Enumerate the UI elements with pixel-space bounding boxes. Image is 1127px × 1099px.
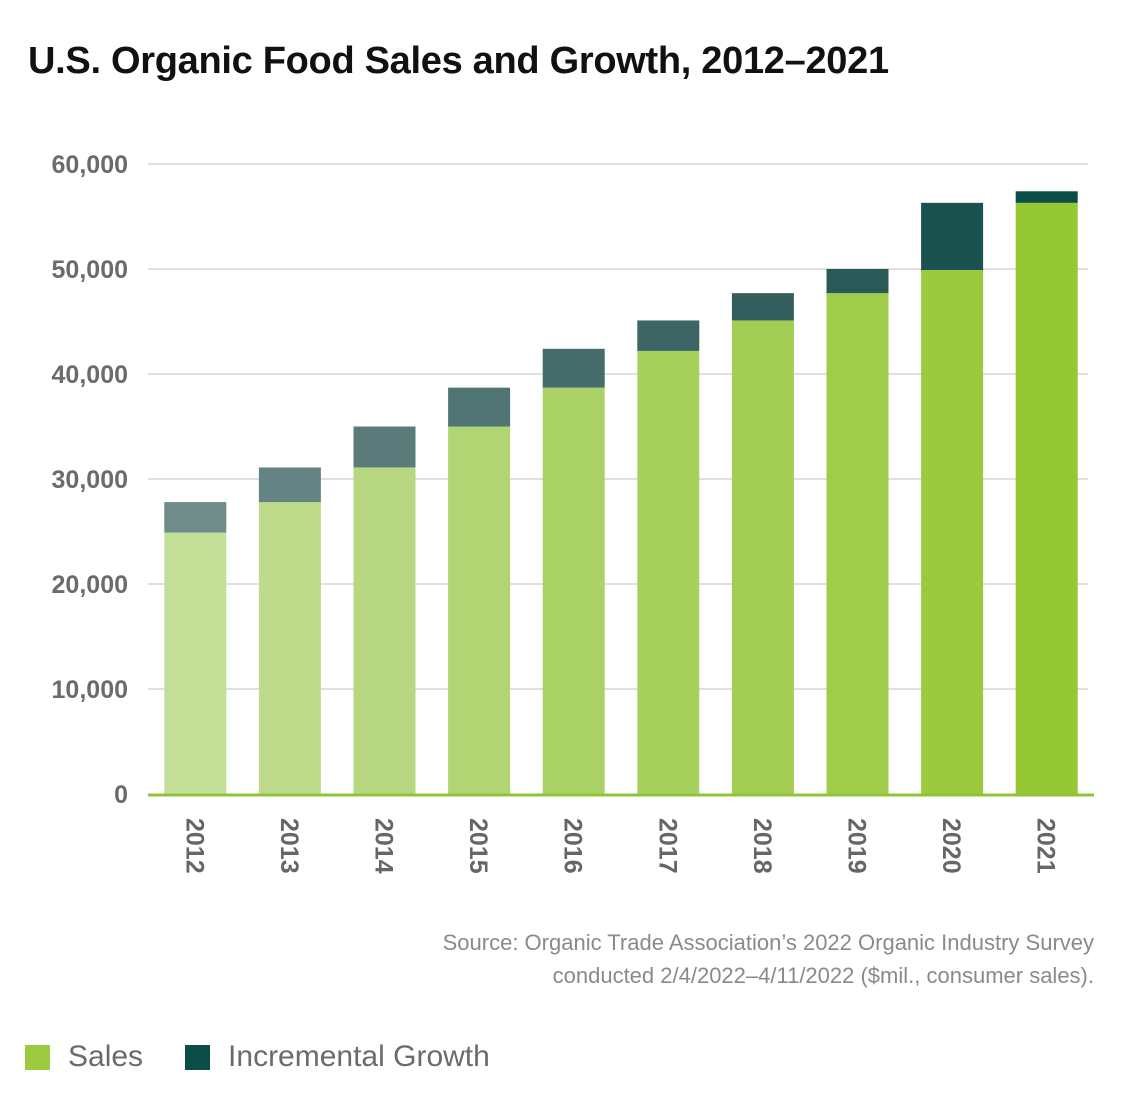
bar-sales-2017 xyxy=(637,350,700,794)
bars xyxy=(164,191,1078,795)
legend-label-sales: Sales xyxy=(68,1040,144,1073)
x-tick-label: 2019 xyxy=(843,818,871,874)
bar-sales-2015 xyxy=(448,426,511,794)
x-tick-label: 2012 xyxy=(180,818,208,874)
bar-sales-2016 xyxy=(542,387,605,794)
chart-title: U.S. Organic Food Sales and Growth, 2012… xyxy=(28,40,889,82)
x-tick-label: 2016 xyxy=(559,818,587,874)
bar-growth-2012 xyxy=(164,502,227,533)
bar-growth-2021 xyxy=(1015,191,1078,203)
y-tick-label: 10,000 xyxy=(52,676,128,704)
legend-item-sales: Sales xyxy=(25,1040,143,1074)
bar-sales-2014 xyxy=(353,467,416,794)
x-tick-label: 2015 xyxy=(464,818,492,874)
bar-growth-2020 xyxy=(921,202,984,271)
x-axis-ticks: 2012 2013 2014 2015 2016 2017 2018 2019 2020 2021 xyxy=(180,818,1059,874)
bar-sales-2018 xyxy=(731,320,794,794)
bar-sales-2019 xyxy=(826,293,889,794)
x-tick-label: 2014 xyxy=(370,818,398,874)
y-tick-label: 50,000 xyxy=(52,256,128,284)
legend-swatch-incremental-growth xyxy=(185,1044,211,1070)
y-tick-label: 30,000 xyxy=(52,466,128,494)
bar-sales-2012 xyxy=(164,532,227,794)
bar-growth-2017 xyxy=(637,320,700,351)
bar-sales-2013 xyxy=(258,502,321,794)
y-tick-label: 40,000 xyxy=(52,361,128,389)
bar-growth-2015 xyxy=(448,387,511,427)
y-tick-label: 20,000 xyxy=(52,571,128,599)
x-tick-label: 2013 xyxy=(275,818,303,874)
y-axis-ticks: 0 10,000 20,000 30,000 40,000 50,000 60,000 xyxy=(52,151,128,809)
y-tick-label: 60,000 xyxy=(52,151,128,179)
x-tick-label: 2020 xyxy=(937,818,965,874)
bar-sales-2020 xyxy=(921,270,984,794)
legend: Sales Incremental Growth xyxy=(25,1040,532,1074)
bar-chart: 0 10,000 20,000 30,000 40,000 50,000 60,000 20… xyxy=(52,151,1094,874)
source-note: Source: Organic Trade Association’s 2022… xyxy=(443,926,1094,992)
bar-growth-2019 xyxy=(826,269,889,294)
bar-growth-2016 xyxy=(542,348,605,388)
bar-growth-2014 xyxy=(353,426,416,468)
legend-label-incremental-growth: Incremental Growth xyxy=(228,1040,490,1073)
bar-sales-2021 xyxy=(1015,202,1078,795)
x-tick-label: 2018 xyxy=(748,818,776,874)
bar-growth-2018 xyxy=(731,293,794,321)
x-tick-label: 2017 xyxy=(653,818,681,874)
legend-swatch-sales xyxy=(25,1044,50,1070)
legend-item-incremental-growth: Incremental Growth xyxy=(185,1040,490,1074)
bar-growth-2013 xyxy=(258,467,321,503)
y-tick-label: 0 xyxy=(114,781,128,809)
source-line-1: Source: Organic Trade Association’s 2022… xyxy=(442,930,1094,955)
x-tick-label: 2021 xyxy=(1032,818,1060,874)
source-line-2: conducted 2/4/2022–4/11/2022 ($mil., con… xyxy=(552,963,1094,988)
